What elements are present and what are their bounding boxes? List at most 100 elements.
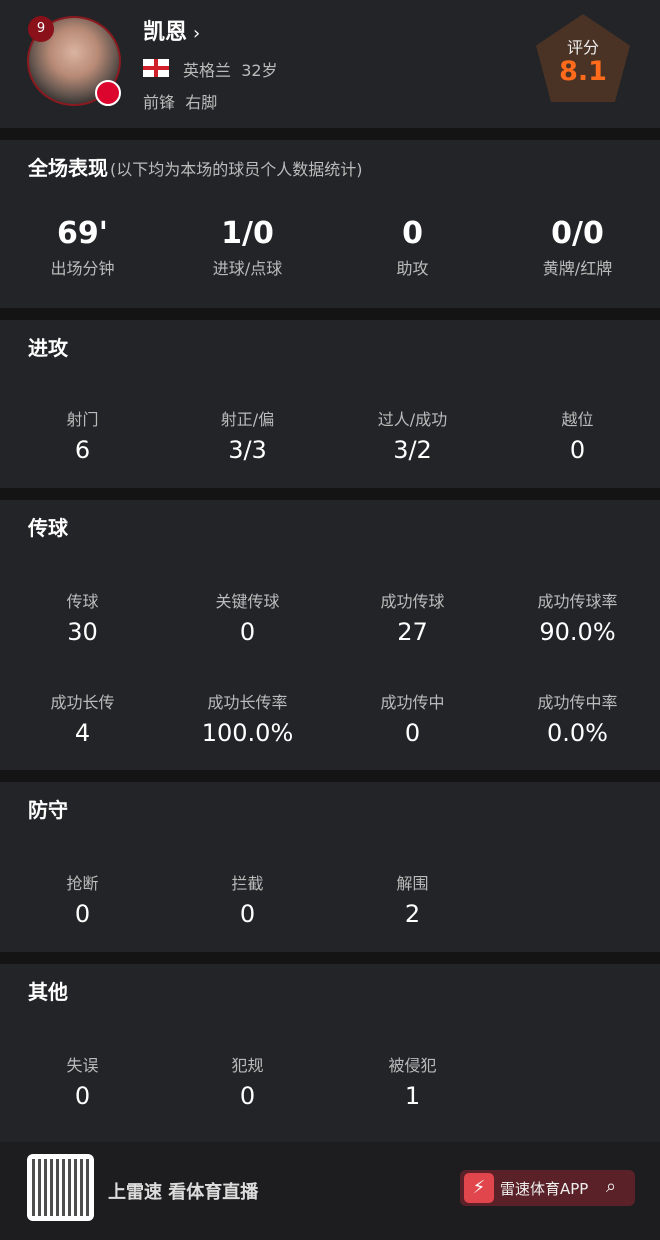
stat-label: 抢断 (66, 874, 99, 893)
footer-slogan: 上雷速 看体育直播 (108, 1182, 259, 1203)
attack-section: 进攻射门 6 射正/偏 3/3 过人/成功 3/2 越位 0 (0, 320, 660, 488)
stat-defense: 解围 2 (330, 870, 495, 928)
stat-value: 0 (239, 1082, 256, 1110)
stat-label: 被侵犯 (388, 1056, 437, 1075)
player-header: 9 凯恩 › 英格兰 32岁 前锋 右脚 评分 8.1 (0, 0, 660, 128)
stat-passing: 关键传球 0 (165, 588, 330, 646)
section-title: 传球 (28, 516, 68, 540)
stat-passing: 成功传球 27 (330, 588, 495, 646)
rating-badge: 评分 8.1 (536, 14, 630, 102)
summary-subtitle: (以下均为本场的球员个人数据统计) (110, 160, 363, 179)
stat-label: 拦截 (231, 874, 264, 893)
stat-attack: 过人/成功 3/2 (330, 406, 495, 464)
stat-label: 解围 (396, 874, 429, 893)
stat-label: 成功传中率 (537, 693, 618, 712)
stat-label: 成功传中 (380, 693, 445, 712)
position: 前锋 (143, 93, 176, 112)
stat-defense: 抢断 0 (0, 870, 165, 928)
club-logo (95, 80, 121, 106)
stat-value: 0.0% (547, 719, 608, 747)
stat-passing: 成功传球率 90.0% (495, 588, 660, 646)
foot: 右脚 (185, 93, 218, 112)
stat-label: 关键传球 (215, 592, 280, 611)
stat-value: 0 (74, 1082, 91, 1110)
stat-attack: 射正/偏 3/3 (165, 406, 330, 464)
summary-section: 全场表现 (以下均为本场的球员个人数据统计) 69' 出场分钟 1/0 进球/点球 0 助攻… (0, 140, 660, 308)
rating-label: 评分 (566, 38, 599, 57)
lightning-icon: ⚡ (464, 1173, 494, 1203)
player-name-link[interactable]: 凯恩 › (143, 14, 200, 46)
stat-value: 1/0 (221, 216, 274, 251)
stat-value: 0 (74, 900, 91, 928)
stat-value: 69' (57, 216, 108, 251)
england-flag-icon (143, 59, 169, 77)
player-name: 凯恩 (143, 20, 188, 45)
stat-label: 成功传球 (380, 592, 445, 611)
stat-summary: 0/0 黄牌/红牌 (495, 216, 660, 279)
stat-value: 0 (569, 436, 586, 464)
app-search-button[interactable]: ⚡ 雷速体育APP ⌕ (460, 1170, 635, 1206)
jersey-number-badge: 9 (28, 16, 54, 42)
stat-value: 90.0% (539, 618, 616, 646)
section-title: 进攻 (28, 336, 68, 360)
stat-passing: 成功长传 4 (0, 689, 165, 747)
passing-section: 传球 传球 30 关键传球 0 成功传球 27 成功传球率 90.0% 成功长传 4 成功长传率 100… (0, 500, 660, 770)
stat-value: 100.0% (201, 719, 294, 747)
search-icon[interactable]: ⌕ (606, 1176, 617, 1197)
stat-passing: 成功传中率 0.0% (495, 689, 660, 747)
nation-age: 英格兰 32岁 (183, 57, 278, 81)
app-name: 雷速体育APP (500, 1180, 589, 1198)
stat-value: 2 (404, 900, 421, 928)
age: 32岁 (241, 61, 278, 80)
stat-label: 射门 (66, 410, 99, 429)
stat-attack: 射门 6 (0, 406, 165, 464)
stat-value: 27 (397, 618, 428, 646)
stat-summary: 69' 出场分钟 (0, 216, 165, 279)
section-title: 其他 (28, 980, 68, 1004)
stat-label: 成功传球率 (537, 592, 618, 611)
stat-passing: 成功传中 0 (330, 689, 495, 747)
stat-label: 进球/点球 (212, 259, 283, 278)
rating-value: 8.1 (559, 56, 607, 87)
stat-value: 3/2 (393, 436, 432, 464)
stat-value: 0 (239, 900, 256, 928)
section-title: 防守 (28, 798, 68, 822)
stat-value: 0/0 (551, 216, 604, 251)
stat-value: 3/3 (228, 436, 267, 464)
stat-passing: 传球 30 (0, 588, 165, 646)
stat-other: 被侵犯 1 (330, 1052, 495, 1110)
stat-label: 过人/成功 (377, 410, 448, 429)
stat-passing: 成功长传率 100.0% (165, 689, 330, 747)
stat-summary: 1/0 进球/点球 (165, 216, 330, 279)
section-title: 全场表现 (以下均为本场的球员个人数据统计) (28, 152, 363, 181)
defense-section: 防守抢断 0 拦截 0 解围 2 (0, 782, 660, 952)
stat-label: 越位 (561, 410, 594, 429)
stat-label: 失误 (66, 1056, 99, 1075)
stat-label: 助攻 (396, 259, 429, 278)
stat-value: 0 (404, 719, 421, 747)
nation: 英格兰 (183, 61, 232, 80)
stat-value: 6 (74, 436, 91, 464)
stat-value: 4 (74, 719, 91, 747)
stat-label: 射正/偏 (220, 410, 275, 429)
footer-banner: 上雷速 看体育直播 ⚡ 雷速体育APP ⌕ (0, 1142, 660, 1240)
stat-other: 失误 0 (0, 1052, 165, 1110)
stat-label: 犯规 (231, 1056, 264, 1075)
stat-value: 0 (239, 618, 256, 646)
stat-label: 黄牌/红牌 (542, 259, 613, 278)
position-foot: 前锋 右脚 (143, 89, 217, 113)
qr-code (27, 1154, 94, 1221)
stat-label: 成功长传 (50, 693, 115, 712)
stat-value: 1 (404, 1082, 421, 1110)
stat-value: 0 (402, 216, 423, 251)
stat-summary: 0 助攻 (330, 216, 495, 279)
stat-label: 出场分钟 (50, 259, 115, 278)
stat-defense: 拦截 0 (165, 870, 330, 928)
stat-label: 传球 (66, 592, 99, 611)
stat-label: 成功长传率 (207, 693, 288, 712)
summary-title: 全场表现 (28, 156, 108, 180)
chevron-right-icon: › (193, 23, 201, 44)
stat-attack: 越位 0 (495, 406, 660, 464)
stat-value: 30 (67, 618, 98, 646)
stat-other: 犯规 0 (165, 1052, 330, 1110)
